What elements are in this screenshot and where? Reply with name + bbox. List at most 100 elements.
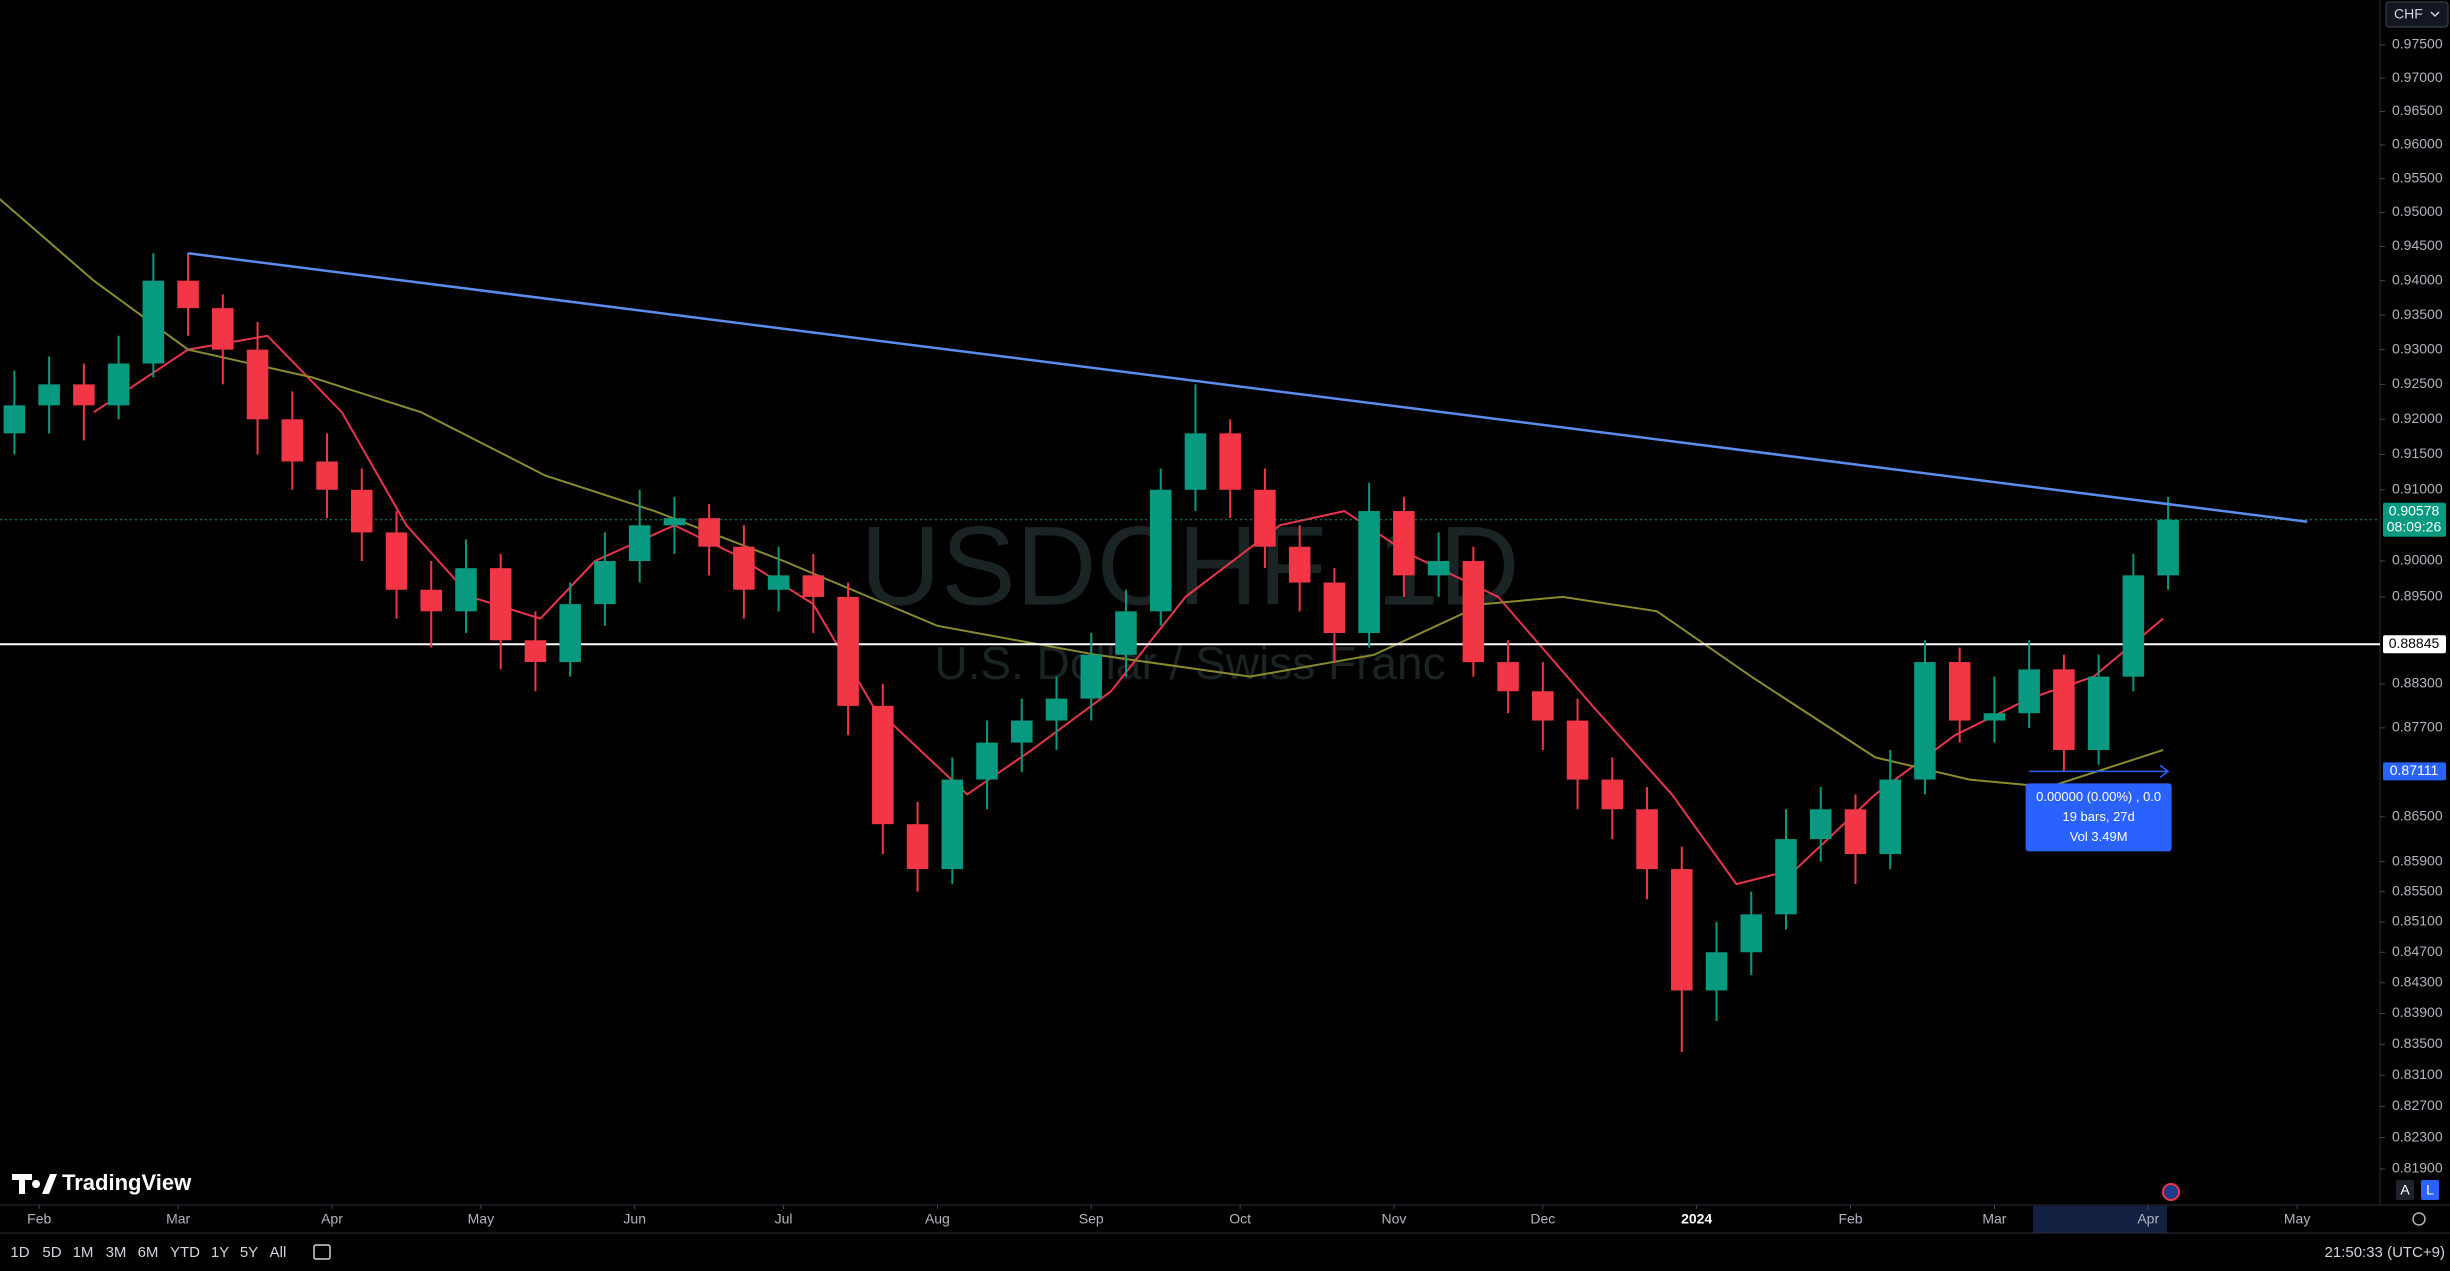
moving-average bbox=[93, 334, 2164, 886]
range-button[interactable]: YTD bbox=[170, 1244, 200, 1261]
trendline[interactable] bbox=[187, 252, 2308, 523]
watermark-subtitle: U.S. Dollar / Swiss Franc bbox=[934, 637, 1445, 689]
candle-body bbox=[976, 742, 998, 780]
range-button[interactable]: All bbox=[270, 1244, 287, 1261]
x-tick-label: 2024 bbox=[1681, 1211, 1712, 1227]
candle-body bbox=[1844, 809, 1867, 855]
x-tick-label: Feb bbox=[1838, 1211, 1862, 1227]
candle-body bbox=[420, 589, 443, 612]
y-tick-label: 0.83500 bbox=[2392, 1035, 2443, 1051]
candle-body bbox=[1601, 779, 1624, 810]
candle-body bbox=[38, 384, 60, 406]
candle-body bbox=[594, 561, 616, 605]
x-tick-label: May bbox=[468, 1211, 494, 1227]
y-tick-label: 0.93000 bbox=[2392, 340, 2443, 356]
y-tick-label: 0.88300 bbox=[2392, 675, 2443, 691]
clock: 21:50:33 (UTC+9) bbox=[2325, 1244, 2445, 1261]
candle-body bbox=[1948, 662, 1971, 721]
candle-body bbox=[1115, 611, 1137, 655]
candle-body bbox=[455, 568, 477, 612]
candle-body bbox=[2087, 676, 2110, 750]
scale-button-bg[interactable] bbox=[2396, 1180, 2414, 1200]
last-price-label-bg bbox=[2383, 502, 2446, 537]
candle-body bbox=[1358, 511, 1380, 634]
date-range-icon[interactable] bbox=[313, 1244, 331, 1260]
horizontal-line-label-bg bbox=[2383, 635, 2446, 654]
candle-body bbox=[698, 518, 720, 547]
candle-body bbox=[941, 779, 964, 870]
candle-body bbox=[177, 280, 199, 309]
measure-text: 0.00000 (0.00%) , 0.0 bbox=[2036, 789, 2161, 804]
y-tick-label: 0.83900 bbox=[2392, 1004, 2443, 1020]
candle-body bbox=[1879, 779, 1901, 855]
y-tick-label: 0.95500 bbox=[2392, 169, 2443, 185]
candle-body bbox=[1288, 546, 1311, 583]
currency-badge-text[interactable]: CHF bbox=[2394, 6, 2423, 22]
y-tick-label: 0.87700 bbox=[2392, 719, 2443, 735]
candle-body bbox=[524, 640, 547, 663]
candle-body bbox=[1532, 691, 1554, 721]
y-tick-label: 0.83100 bbox=[2392, 1066, 2443, 1082]
candle-body bbox=[1184, 433, 1207, 490]
y-tick-label: 0.85100 bbox=[2392, 913, 2443, 929]
y-tick-label: 0.91000 bbox=[2392, 480, 2443, 496]
y-tick-label: 0.82300 bbox=[2392, 1128, 2443, 1144]
last-price-label: 0.90578 bbox=[2389, 502, 2440, 518]
range-button[interactable]: 1M bbox=[73, 1244, 94, 1261]
y-tick-label: 0.89500 bbox=[2392, 588, 2443, 604]
x-tick-label: May bbox=[2284, 1211, 2310, 1227]
x-tick-label: Dec bbox=[1530, 1211, 1555, 1227]
candle-body bbox=[1671, 869, 1693, 991]
candle-body bbox=[1740, 914, 1763, 953]
x-tick-label: Mar bbox=[166, 1211, 190, 1227]
candle-body bbox=[281, 419, 304, 462]
candle-body bbox=[1427, 561, 1450, 576]
candle-body bbox=[1983, 713, 2006, 721]
candle-body bbox=[316, 461, 338, 490]
scale-button-bg[interactable] bbox=[2421, 1180, 2439, 1200]
range-button[interactable]: 1D bbox=[10, 1244, 29, 1261]
candle-body bbox=[2122, 575, 2145, 677]
candle-body bbox=[1497, 662, 1519, 692]
range-button[interactable]: 5Y bbox=[240, 1244, 258, 1261]
settings-icon[interactable] bbox=[2412, 1212, 2426, 1226]
candle-body bbox=[1914, 662, 1936, 780]
y-tick-label: 0.84300 bbox=[2392, 974, 2443, 990]
candle-body bbox=[1566, 720, 1589, 780]
candle-body bbox=[663, 518, 686, 526]
candle-body bbox=[1775, 839, 1797, 915]
measure-text: 19 bars, 27d bbox=[2062, 809, 2134, 824]
candle-body bbox=[733, 546, 755, 590]
countdown-label: 08:09:26 bbox=[2387, 518, 2442, 534]
candle-body bbox=[802, 575, 825, 597]
candle-body bbox=[489, 568, 512, 641]
scale-button[interactable]: L bbox=[2426, 1182, 2434, 1198]
y-tick-label: 0.85500 bbox=[2392, 882, 2443, 898]
candle-body bbox=[1809, 809, 1832, 840]
event-icon[interactable] bbox=[2162, 1183, 2180, 1201]
candle-body bbox=[1705, 952, 1728, 991]
candle-body bbox=[107, 363, 130, 406]
range-button[interactable]: 5D bbox=[42, 1244, 61, 1261]
logo-mark bbox=[12, 1174, 57, 1194]
range-button[interactable]: 1Y bbox=[211, 1244, 229, 1261]
y-tick-label: 0.94000 bbox=[2392, 271, 2443, 287]
candle-body bbox=[73, 384, 95, 406]
measure-text: Vol 3.49M bbox=[2070, 829, 2128, 844]
candle-body bbox=[1393, 511, 1415, 576]
watermark-title: USDCHF, 1D bbox=[860, 504, 1520, 629]
candle-body bbox=[385, 532, 408, 590]
y-tick-label: 0.90000 bbox=[2392, 552, 2443, 568]
currency-badge[interactable] bbox=[2385, 1, 2449, 28]
y-tick-label: 0.95000 bbox=[2392, 203, 2443, 219]
range-button[interactable]: 6M bbox=[138, 1244, 159, 1261]
candle-body bbox=[3, 405, 26, 434]
y-tick-label: 0.85900 bbox=[2392, 852, 2443, 868]
y-tick-label: 0.82700 bbox=[2392, 1097, 2443, 1113]
scale-button[interactable]: A bbox=[2400, 1182, 2410, 1198]
y-tick-label: 0.86500 bbox=[2392, 807, 2443, 823]
range-button[interactable]: 3M bbox=[106, 1244, 127, 1261]
y-tick-label: 0.91500 bbox=[2392, 445, 2443, 461]
